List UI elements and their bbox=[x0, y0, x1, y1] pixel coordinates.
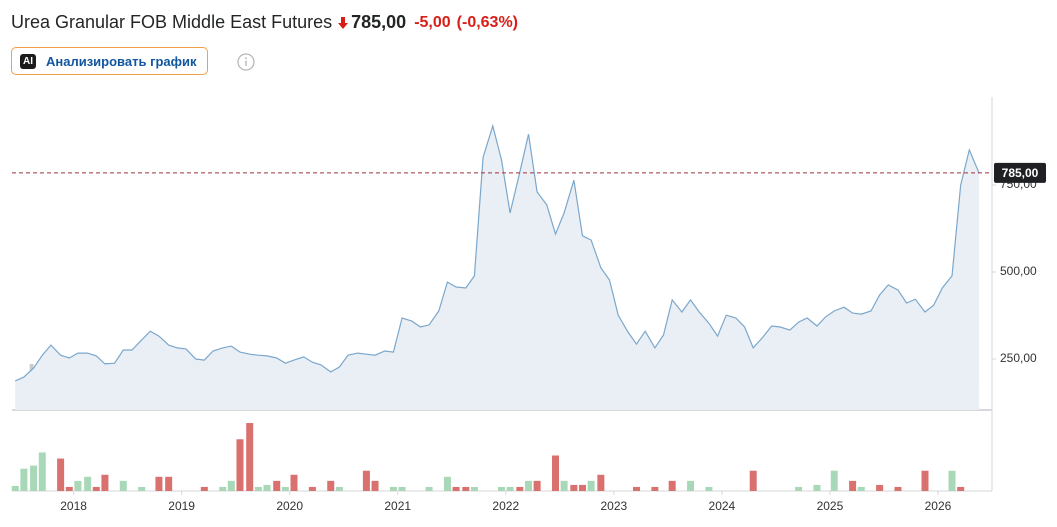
volume-bar bbox=[165, 476, 173, 491]
volume-bar bbox=[11, 485, 19, 491]
price-change-percent: (-0,63%) bbox=[456, 13, 519, 31]
volume-bar bbox=[894, 486, 902, 491]
volume-bar bbox=[281, 486, 289, 491]
y-tick-label: 250,00 bbox=[1000, 351, 1037, 365]
volume-bar bbox=[560, 480, 568, 491]
volume-bar bbox=[119, 480, 127, 491]
volume-bar bbox=[219, 486, 227, 491]
x-tick-label: 2023 bbox=[600, 499, 627, 513]
analyze-button-label: Анализировать график bbox=[46, 53, 197, 69]
volume-bar bbox=[92, 486, 100, 491]
header: Urea Granular FOB Middle East Futures 78… bbox=[11, 12, 524, 33]
volume-bar bbox=[389, 486, 397, 491]
x-tick-label: 2018 bbox=[60, 499, 87, 513]
volume-bar bbox=[425, 486, 433, 491]
volume-bar bbox=[398, 486, 406, 491]
volume-bar bbox=[633, 486, 641, 491]
volume-bar bbox=[84, 476, 92, 491]
area-fill bbox=[15, 125, 980, 411]
x-tick-label: 2019 bbox=[168, 499, 195, 513]
volume-bar bbox=[876, 484, 884, 491]
volume-bar bbox=[57, 458, 65, 491]
volume-bar bbox=[138, 486, 146, 491]
volume-bar bbox=[452, 486, 460, 491]
volume-bar bbox=[830, 470, 838, 491]
down-arrow-icon bbox=[338, 16, 349, 29]
current-price-box bbox=[994, 162, 1046, 183]
volume-bar bbox=[462, 486, 470, 491]
volume-bar bbox=[371, 480, 379, 491]
x-tick-label: 2024 bbox=[709, 499, 736, 513]
volume-bar bbox=[30, 465, 38, 491]
volume-bar bbox=[290, 474, 298, 491]
volume-bar bbox=[497, 486, 505, 491]
volume-bar bbox=[327, 480, 335, 491]
volume-bar bbox=[38, 452, 46, 491]
volume-bar bbox=[155, 476, 163, 491]
price-change: -5,00 bbox=[414, 13, 451, 31]
price-line bbox=[14, 123, 980, 382]
volume-bar bbox=[813, 484, 821, 491]
volume-bar bbox=[687, 480, 695, 491]
volume-bar bbox=[74, 480, 82, 491]
volume-bar bbox=[795, 486, 803, 491]
volume-bar bbox=[668, 480, 676, 491]
volume-bar bbox=[263, 484, 271, 491]
analyze-button[interactable]: AI Анализировать график bbox=[11, 47, 208, 75]
volume-bar bbox=[533, 480, 541, 491]
volume-bar bbox=[597, 474, 605, 491]
volume-bar bbox=[470, 486, 478, 491]
volume-bar bbox=[957, 486, 965, 491]
volume-bar bbox=[335, 486, 343, 491]
volume-bar bbox=[705, 486, 713, 491]
volume-bar bbox=[651, 486, 659, 491]
volume-bar bbox=[587, 480, 595, 491]
volume-bar bbox=[254, 486, 262, 491]
volume-bar bbox=[236, 439, 244, 491]
volume-bar bbox=[578, 484, 586, 491]
volume-bar bbox=[443, 476, 451, 491]
volume-bar bbox=[516, 486, 524, 491]
volume-bar bbox=[200, 486, 208, 491]
x-tick-label: 2025 bbox=[817, 499, 844, 513]
volume-bar bbox=[101, 474, 109, 491]
last-price: 785,00 bbox=[351, 12, 407, 32]
volume-bar bbox=[849, 480, 857, 491]
volume-bar bbox=[948, 470, 956, 491]
volume-bar bbox=[524, 480, 532, 491]
volume-bar bbox=[20, 468, 28, 491]
x-tick-label: 2026 bbox=[925, 499, 952, 513]
volume-bar bbox=[857, 486, 865, 491]
instrument-title: Urea Granular FOB Middle East Futures bbox=[11, 12, 333, 32]
volume-bar bbox=[749, 470, 757, 491]
volume-bar bbox=[246, 423, 254, 491]
ai-badge: AI bbox=[20, 53, 36, 69]
x-tick-label: 2021 bbox=[384, 499, 411, 513]
volume-bar bbox=[362, 470, 370, 491]
x-tick-label: 2022 bbox=[492, 499, 519, 513]
volume-bar bbox=[273, 480, 281, 491]
info-icon[interactable] bbox=[237, 53, 255, 71]
volume-bar bbox=[506, 486, 514, 491]
volume-bar bbox=[551, 455, 559, 491]
volume-bar bbox=[921, 470, 929, 491]
volume-bar bbox=[570, 484, 578, 491]
volume-bar bbox=[308, 486, 316, 491]
x-tick-label: 2020 bbox=[276, 499, 303, 513]
volume-bar bbox=[65, 486, 73, 491]
volume-bar bbox=[227, 480, 235, 491]
y-tick-label: 500,00 bbox=[1000, 264, 1037, 278]
current-price-label: 785,00 bbox=[1002, 166, 1039, 180]
